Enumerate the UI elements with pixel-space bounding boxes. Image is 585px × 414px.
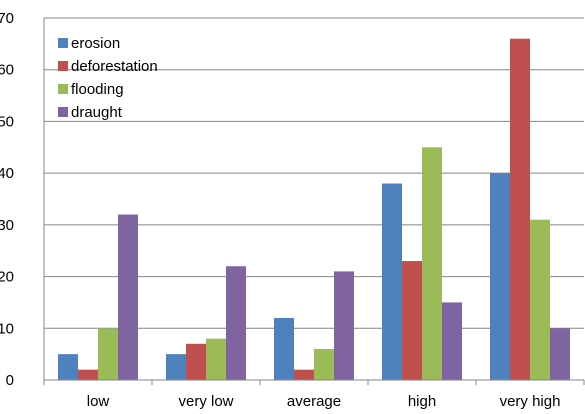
axes [43,18,585,385]
bar-flooding-low [98,328,118,380]
bar-erosion-very-low [166,354,186,380]
y-tick-label: 0 [6,372,14,389]
legend-label-draught: draught [71,104,123,121]
y-tick-label: 30 [0,217,14,234]
bar-draught-average [334,271,354,380]
legend-swatch-flooding [58,84,68,94]
x-tick-label: very low [178,393,233,410]
legend-label-erosion: erosion [71,35,120,52]
bar-deforestation-low [78,369,98,380]
bar-draught-very-low [226,266,246,380]
legend-swatch-draught [58,107,68,117]
y-tick-label: 60 [0,62,14,79]
y-tick-label: 20 [0,269,14,286]
bar-flooding-high [422,147,442,380]
y-tick-label: 70 [0,10,14,27]
bar-deforestation-very-low [186,343,206,380]
x-tick-label: very high [500,393,561,410]
bar-flooding-very-high [530,219,550,380]
bar-erosion-very-high [490,173,510,380]
bars [58,38,570,380]
bar-flooding-very-low [206,338,226,380]
y-tick-label: 50 [0,113,14,130]
y-tick-label: 10 [0,320,14,337]
bar-erosion-high [382,183,402,380]
x-tick-labels: low very low average high very high [87,393,561,410]
bar-draught-very-high [550,328,570,380]
x-tick-label: average [287,393,341,410]
bar-deforestation-average [294,369,314,380]
legend-label-deforestation: deforestation [71,58,158,75]
bar-deforestation-high [402,261,422,380]
bar-erosion-average [274,317,294,380]
y-tick-labels: 0 10 20 30 40 50 60 70 [0,10,14,389]
x-tick-label: high [408,393,436,410]
legend-swatch-deforestation [58,61,68,71]
y-tick-label: 40 [0,165,14,182]
legend-label-flooding: flooding [71,81,124,98]
bar-flooding-average [314,348,334,380]
legend-swatch-erosion [58,38,68,48]
bar-deforestation-very-high [510,38,530,380]
bar-draught-low [118,214,138,380]
bar-draught-high [442,302,462,380]
legend: erosion deforestation flooding draught [58,35,158,121]
x-tick-label: low [87,393,110,410]
bar-erosion-low [58,354,78,380]
